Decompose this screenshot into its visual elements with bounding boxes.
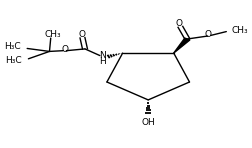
- Text: OH: OH: [141, 118, 155, 127]
- Text: O: O: [205, 30, 212, 39]
- Text: O: O: [79, 30, 86, 39]
- Text: O: O: [176, 19, 183, 28]
- Text: H: H: [99, 57, 106, 66]
- Text: CH₃: CH₃: [232, 26, 248, 35]
- Text: H₃C: H₃C: [4, 42, 21, 52]
- Text: H₃C: H₃C: [6, 56, 22, 65]
- Text: O: O: [62, 45, 69, 54]
- Text: CH₃: CH₃: [44, 30, 61, 39]
- Polygon shape: [174, 38, 190, 53]
- Text: N: N: [99, 51, 106, 60]
